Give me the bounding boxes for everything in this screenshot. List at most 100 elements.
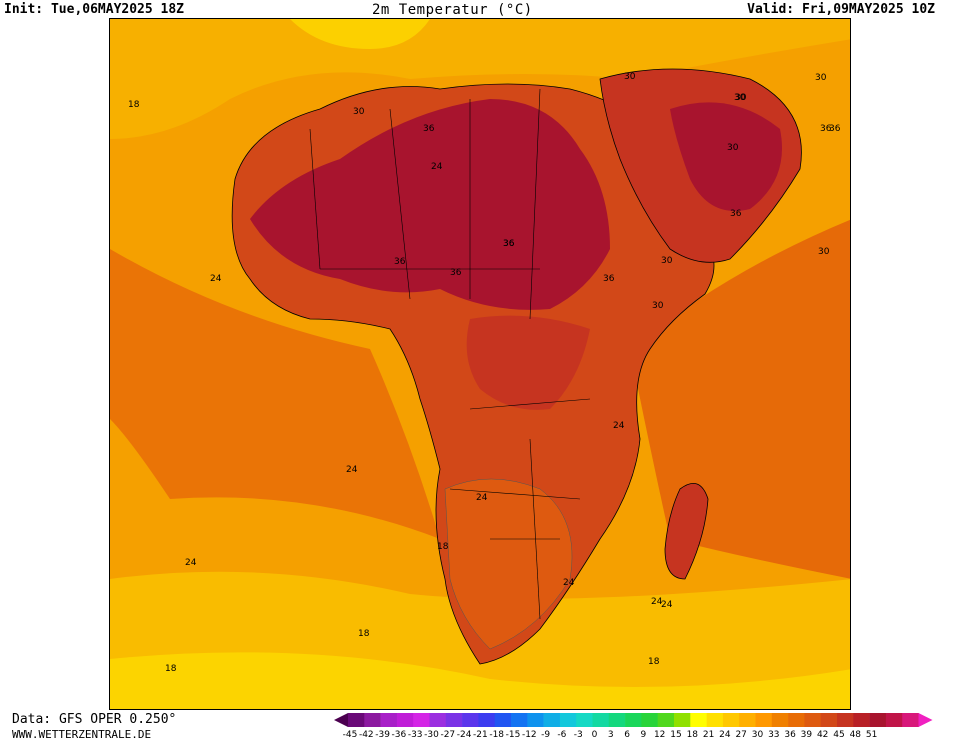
colorbar-tick-label: 6 bbox=[624, 730, 630, 740]
colorbar-tick-label: 30 bbox=[751, 730, 764, 740]
colorbar-tick-label: 24 bbox=[719, 730, 731, 740]
colorbar-tick-label: -30 bbox=[424, 730, 439, 740]
colorbar-tick-label: 48 bbox=[849, 730, 862, 740]
contour-label: 18 bbox=[165, 664, 177, 674]
colorbar-tick-label: 12 bbox=[653, 730, 666, 740]
colorbar-tick-label: 39 bbox=[800, 730, 813, 740]
central-africa bbox=[466, 315, 590, 410]
contour-label: 36 bbox=[730, 209, 742, 219]
colorbar-tick-label: 21 bbox=[702, 730, 715, 740]
colorbar-cell bbox=[820, 713, 838, 727]
colorbar-cell bbox=[722, 713, 740, 727]
sahara-hot-core bbox=[250, 99, 610, 310]
colorbar-tick-label: -9 bbox=[541, 730, 551, 740]
colorbar-tick-label: 9 bbox=[640, 730, 647, 740]
colorbar-cell bbox=[853, 713, 870, 727]
contour-label: 30 bbox=[353, 107, 365, 117]
colorbar-cell bbox=[625, 713, 642, 727]
colorbar-arrow-high bbox=[918, 713, 933, 727]
temperature-map[interactable]: 18 30 36 24 30 30 30 36 36 36 36 36 30 30 24 24 30 30 24 24… bbox=[109, 18, 851, 710]
colorbar-cell bbox=[462, 713, 479, 727]
colorbar-cell bbox=[755, 713, 773, 727]
colorbar-cell bbox=[511, 713, 528, 727]
colorbar-tick-label: -3 bbox=[573, 730, 583, 740]
colorbar-cell bbox=[771, 713, 789, 727]
cool-band-south-edge bbox=[110, 652, 850, 709]
colorbar-cell bbox=[902, 713, 919, 727]
colorbar-tick-label: 15 bbox=[670, 730, 682, 740]
colorbar-cell bbox=[348, 713, 365, 727]
contour-label: 24 bbox=[185, 558, 197, 568]
contour-label: 30 bbox=[624, 72, 636, 82]
colorbar-tick-label: 45 bbox=[833, 730, 845, 740]
colorbar-tick-label: -6 bbox=[557, 730, 567, 740]
colorbar-cell bbox=[608, 713, 626, 727]
colorbar-tick-label: 27 bbox=[735, 730, 747, 740]
contour-label: 18 bbox=[437, 542, 449, 552]
colorbar-tick-label: -27 bbox=[440, 730, 456, 740]
colorbar-tick-label: 42 bbox=[816, 730, 829, 740]
colorbar-cell bbox=[885, 713, 903, 727]
valid-time-label: Valid: Fri,09MAY2025 10Z bbox=[747, 2, 935, 17]
contour-label: 18 bbox=[358, 629, 370, 639]
contour-label: 24 bbox=[346, 465, 358, 475]
north-cool-patch bbox=[290, 19, 430, 49]
colorbar-tick-label: 51 bbox=[865, 730, 878, 740]
colorbar-tick-label: -21 bbox=[473, 730, 488, 740]
contour-label: 30 bbox=[727, 143, 739, 153]
map-canvas: 1830362430303036363636363030242430302424… bbox=[110, 19, 850, 709]
colorbar-cell bbox=[657, 713, 675, 727]
colorbar-tick-label: -24 bbox=[456, 730, 472, 740]
map-title: 2m Temperatur (°C) bbox=[372, 2, 533, 18]
website-label: WWW.WETTERZENTRALE.DE bbox=[12, 728, 152, 741]
colorbar-cell bbox=[429, 713, 447, 727]
contour-label: 30 bbox=[661, 256, 673, 266]
colorbar-cell bbox=[788, 713, 805, 727]
arabia-hot-core bbox=[670, 102, 782, 211]
colorbar-cell bbox=[837, 713, 854, 727]
colorbar-tick-label: -36 bbox=[391, 730, 407, 740]
contour-label: 30 bbox=[818, 247, 830, 257]
warm-atlantic bbox=[110, 249, 440, 539]
contour-label: 30 bbox=[734, 93, 746, 103]
contour-label: 36 bbox=[423, 124, 435, 134]
colorbar-cell bbox=[641, 713, 658, 727]
colorbar-tick-label: 36 bbox=[784, 730, 796, 740]
colorbar-cell bbox=[445, 713, 463, 727]
colorbar-cell bbox=[559, 713, 577, 727]
contour-label: 30 bbox=[735, 93, 747, 103]
data-source-label: Data: GFS OPER 0.250° bbox=[12, 712, 177, 727]
north-cool-band bbox=[110, 19, 850, 139]
contour-labels: 1830362430303036363636363030242430302424… bbox=[128, 72, 841, 674]
colorbar-cell bbox=[869, 713, 887, 727]
colorbar-cell bbox=[527, 713, 544, 727]
colorbar-cell bbox=[364, 713, 381, 727]
contour-label: 36 bbox=[450, 268, 462, 278]
contour-label: 24 bbox=[476, 493, 488, 503]
init-time-label: Init: Tue,06MAY2025 18Z bbox=[4, 2, 185, 17]
madagascar bbox=[664, 482, 709, 580]
country-borders bbox=[309, 88, 591, 620]
colorbar-cell bbox=[592, 713, 610, 727]
contour-label: 36 bbox=[503, 239, 515, 249]
contour-label: 24 bbox=[563, 578, 575, 588]
colorbar-cell bbox=[543, 713, 561, 727]
colorbar-cell bbox=[413, 713, 430, 727]
contour-label: 36 bbox=[503, 239, 515, 249]
colorbar-tick-label: -45 bbox=[342, 730, 358, 740]
contour-label: 36 bbox=[603, 274, 615, 284]
contour-label: 24 bbox=[651, 597, 663, 607]
colorbar-tick-label: -33 bbox=[407, 730, 423, 740]
contour-label: 30 bbox=[652, 301, 664, 311]
colorbar-tick-label: -12 bbox=[521, 730, 537, 740]
colorbar-tick-label: 0 bbox=[591, 730, 598, 740]
colorbar-cell bbox=[396, 713, 414, 727]
colorbar-tick-label: 33 bbox=[768, 730, 780, 740]
colorbar-cell bbox=[576, 713, 593, 727]
southern-africa bbox=[444, 478, 573, 650]
contour-label: 24 bbox=[210, 274, 222, 284]
colorbar-cell bbox=[494, 713, 512, 727]
contour-label: 24 bbox=[661, 600, 673, 610]
contour-label: 24 bbox=[613, 421, 625, 431]
colorbar-arrow-low bbox=[334, 713, 348, 727]
